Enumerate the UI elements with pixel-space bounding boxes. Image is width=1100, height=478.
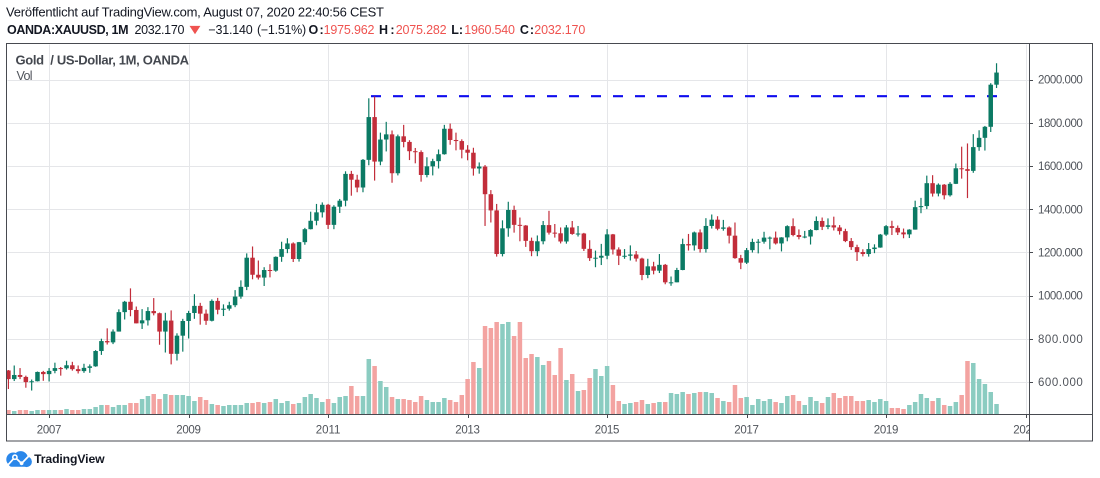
svg-text:TradingView: TradingView xyxy=(34,452,105,466)
svg-text:2015: 2015 xyxy=(595,425,620,437)
svg-text:O:: O: xyxy=(309,23,324,37)
svg-text:2013: 2013 xyxy=(455,425,480,437)
svg-text:2009: 2009 xyxy=(176,425,201,437)
svg-text:600.000: 600.000 xyxy=(1038,377,1083,389)
svg-text:L:: L: xyxy=(451,23,463,37)
svg-text:2019: 2019 xyxy=(874,425,899,437)
svg-text:2021: 2021 xyxy=(1013,425,1038,437)
svg-text:2032.170: 2032.170 xyxy=(534,23,585,37)
svg-text:2075.282: 2075.282 xyxy=(396,23,447,37)
svg-text:Veröffentlicht auf TradingView: Veröffentlicht auf TradingView.com, Augu… xyxy=(6,4,384,19)
svg-text:C:: C: xyxy=(520,23,534,37)
svg-text:1975.962: 1975.962 xyxy=(324,23,375,37)
svg-text:800.000: 800.000 xyxy=(1038,334,1083,346)
svg-text:2007: 2007 xyxy=(37,425,62,437)
svg-text:(−1.51%): (−1.51%) xyxy=(257,23,306,37)
svg-text:OANDA:XAUUSD, 1M: OANDA:XAUUSD, 1M xyxy=(7,23,129,37)
svg-text:Vol: Vol xyxy=(17,69,33,83)
svg-text:−31.140: −31.140 xyxy=(208,23,252,37)
svg-text:2017: 2017 xyxy=(734,425,759,437)
svg-text:1000.000: 1000.000 xyxy=(1038,291,1083,303)
svg-text:2032.170: 2032.170 xyxy=(135,23,185,37)
svg-text:1800.000: 1800.000 xyxy=(1038,118,1083,130)
svg-text:1600.000: 1600.000 xyxy=(1038,161,1083,173)
svg-text:2000.000: 2000.000 xyxy=(1038,75,1083,87)
svg-text:Gold / US-Dollar, 1M, OANDA: Gold / US-Dollar, 1M, OANDA xyxy=(16,53,190,68)
svg-text:1200.000: 1200.000 xyxy=(1038,248,1083,260)
svg-text:1960.540: 1960.540 xyxy=(464,23,515,37)
svg-text:H:: H: xyxy=(379,23,395,37)
svg-text:1400.000: 1400.000 xyxy=(1038,204,1083,216)
svg-text:2011: 2011 xyxy=(316,425,341,437)
